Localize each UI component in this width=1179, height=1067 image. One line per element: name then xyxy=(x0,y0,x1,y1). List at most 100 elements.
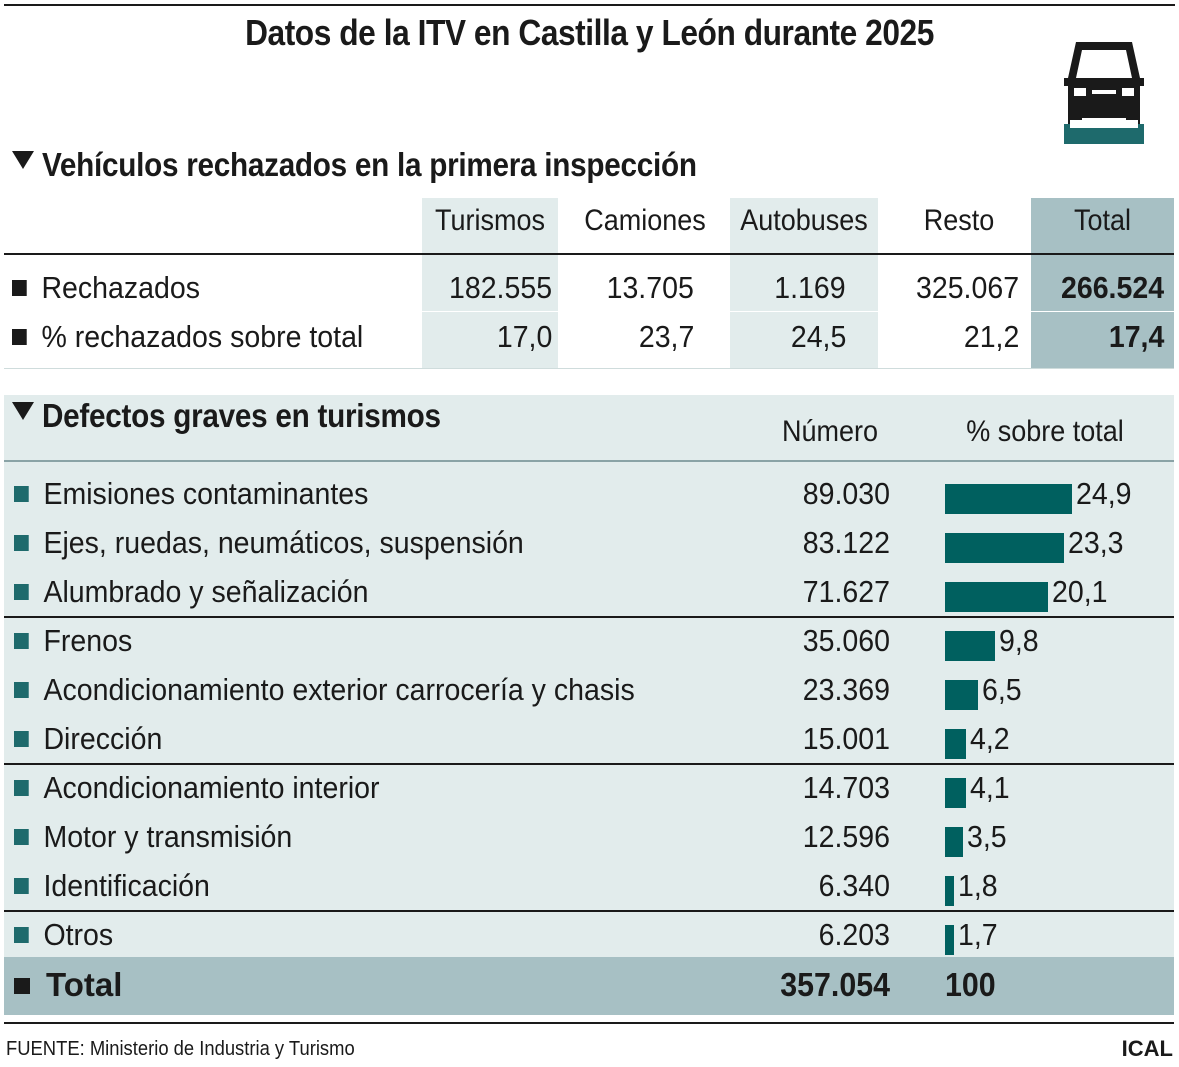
defect-label: Ejes, ruedas, neumáticos, suspensión xyxy=(14,525,524,561)
cell-rechazados-autobuses: 1.169 xyxy=(774,270,846,305)
defect-row: Acondicionamiento interior 14.703 4,1 xyxy=(4,764,1174,813)
defect-numero: 23.369 xyxy=(802,672,890,707)
defect-pct-label: 1,8 xyxy=(958,868,998,903)
defect-bar xyxy=(945,484,1072,514)
defect-numero: 71.627 xyxy=(802,574,890,609)
header-pct: % sobre total xyxy=(966,415,1124,448)
header-resto: Resto xyxy=(923,204,995,237)
defect-label: Dirección xyxy=(14,721,162,757)
header-autobuses: Autobuses xyxy=(740,204,868,237)
section2-title: Defectos graves en turismos xyxy=(42,397,441,434)
cell-rechazados-total: 266.524 xyxy=(1060,270,1164,305)
group-divider xyxy=(4,616,1174,618)
defect-row: Emisiones contaminantes 89.030 24,9 xyxy=(4,470,1174,519)
defect-numero: 35.060 xyxy=(802,623,890,658)
cell-pct-turismos: 17,0 xyxy=(496,319,552,354)
defect-pct-label: 23,3 xyxy=(1067,525,1124,560)
brand-logo: ICAL xyxy=(1121,1036,1173,1061)
defect-bar xyxy=(945,729,967,759)
header-numero: Número xyxy=(781,415,879,448)
page-title: Datos de la ITV en Castilla y León duran… xyxy=(245,12,934,53)
defect-row: Otros 6.203 1,7 xyxy=(4,911,1174,960)
defect-bar xyxy=(945,533,1064,563)
cell-pct-camiones: 23,7 xyxy=(638,319,694,354)
col-bg-total xyxy=(1031,198,1174,368)
defect-bar xyxy=(945,582,1048,612)
defect-label: Acondicionamiento exterior carrocería y … xyxy=(14,672,635,708)
cell-rechazados-resto: 325.067 xyxy=(915,270,1019,305)
defect-numero: 15.001 xyxy=(802,721,890,756)
defect-numero: 12.596 xyxy=(802,819,890,854)
header-total: Total xyxy=(1073,204,1132,237)
defect-row: Frenos 35.060 9,8 xyxy=(4,617,1174,666)
bullet-square-icon xyxy=(14,535,29,551)
defect-numero: 89.030 xyxy=(802,476,890,511)
defect-label: Motor y transmisión xyxy=(14,819,292,855)
row-label-porcentaje: % rechazados sobre total xyxy=(12,319,363,355)
defect-bar xyxy=(945,925,954,955)
group-divider xyxy=(4,910,1174,912)
cell-pct-autobuses: 24,5 xyxy=(790,319,846,354)
row-label-rechazados: Rechazados xyxy=(12,270,200,306)
defect-numero: 6.203 xyxy=(818,917,890,952)
top-rule xyxy=(4,4,1175,6)
table2-header-rule xyxy=(4,460,1174,462)
defect-pct-label: 9,8 xyxy=(998,623,1039,658)
cell-rechazados-camiones: 13.705 xyxy=(606,270,694,305)
defect-pct-label: 6,5 xyxy=(982,672,1022,707)
cell-pct-resto: 21,2 xyxy=(963,319,1019,354)
defect-numero: 6.340 xyxy=(818,868,890,903)
header-turismos: Turismos xyxy=(434,204,545,237)
bullet-square-icon xyxy=(14,780,29,796)
defect-row: Acondicionamiento exterior carrocería y … xyxy=(4,666,1174,715)
col-bg-turismos xyxy=(422,198,558,368)
total-label: Total xyxy=(14,966,122,1004)
bullet-square-icon xyxy=(14,829,29,845)
defect-pct-label: 24,9 xyxy=(1075,476,1132,511)
defect-pct-label: 20,1 xyxy=(1051,574,1108,609)
bullet-square-icon xyxy=(14,927,29,943)
footer-rule xyxy=(4,1022,1174,1024)
bullet-square-icon xyxy=(14,731,29,747)
defect-label: Emisiones contaminantes xyxy=(14,476,368,512)
defect-bar xyxy=(945,827,963,857)
bullet-square-icon xyxy=(14,633,29,649)
defect-bar xyxy=(945,876,955,906)
table1-rule-mid xyxy=(4,311,1174,312)
defect-numero: 14.703 xyxy=(802,770,890,805)
defect-row: Alumbrado y señalización 71.627 20,1 xyxy=(4,568,1174,617)
defect-label: Alumbrado y señalización xyxy=(14,574,368,610)
total-numero: 357.054 xyxy=(780,966,890,1003)
defect-bar xyxy=(945,680,979,710)
header-camiones: Camiones xyxy=(584,204,706,237)
col-bg-autobuses xyxy=(730,198,878,368)
defect-label: Identificación xyxy=(14,868,210,904)
source-note: FUENTE: Ministerio de Industria y Turism… xyxy=(6,1038,355,1060)
bullet-square-icon xyxy=(14,878,29,894)
table1-rule xyxy=(4,253,1174,255)
defect-label: Otros xyxy=(14,917,113,953)
section1-title: Vehículos rechazados en la primera inspe… xyxy=(42,146,697,183)
defect-pct-label: 1,7 xyxy=(957,917,998,952)
cell-rechazados-turismos: 182.555 xyxy=(448,270,552,305)
car-front-icon xyxy=(1064,42,1144,144)
total-pct: 100 xyxy=(945,966,996,1003)
cell-pct-total: 17,4 xyxy=(1108,319,1164,354)
group-divider xyxy=(4,763,1174,765)
defect-bar xyxy=(945,631,995,661)
defect-row: Ejes, ruedas, neumáticos, suspensión 83.1… xyxy=(4,519,1174,568)
defect-label: Acondicionamiento interior xyxy=(14,770,380,806)
defect-label: Frenos xyxy=(14,623,132,659)
table1-bottom-rule xyxy=(4,368,1174,369)
defect-pct-label: 3,5 xyxy=(966,819,1007,854)
bullet-square-icon xyxy=(14,584,29,600)
section2-triangle-icon xyxy=(12,402,34,420)
defect-row: Identificación 6.340 1,8 xyxy=(4,862,1174,911)
defect-pct-label: 4,2 xyxy=(970,721,1011,756)
section1-triangle-icon xyxy=(12,151,34,169)
defect-bar xyxy=(945,778,966,808)
defect-numero: 83.122 xyxy=(802,525,890,560)
bullet-square-icon xyxy=(14,682,29,698)
defects-total-row: Total 357.054 100 xyxy=(4,957,1174,1015)
defect-pct-label: 4,1 xyxy=(969,770,1010,805)
